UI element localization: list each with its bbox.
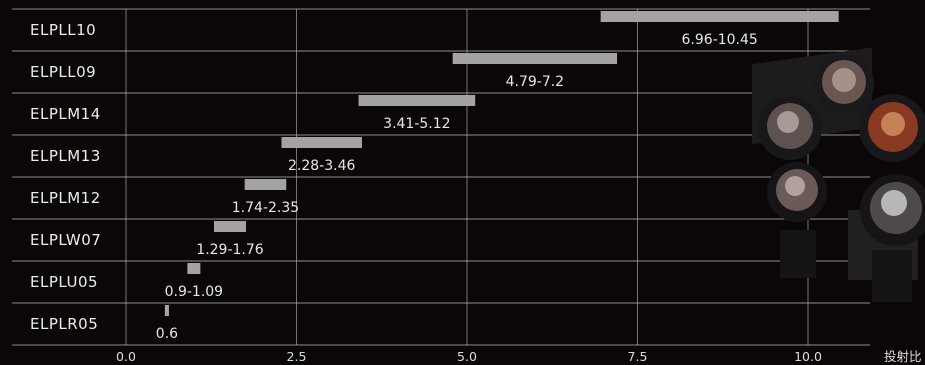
x-axis-ticks: 0.0 2.5 5.0 7.5 10.0 <box>116 349 822 364</box>
range-bar <box>187 263 201 274</box>
x-tick-label: 5.0 <box>457 349 477 364</box>
range-bar <box>244 179 287 190</box>
range-bars: 6.96-10.45 4.79-7.2 3.41-5.12 2.28-3.46 1.74… <box>156 11 839 342</box>
range-label: 2.28-3.46 <box>288 158 355 174</box>
category-label: ELPLL10 <box>30 21 96 39</box>
range-label: 4.79-7.2 <box>506 74 565 90</box>
category-label: ELPLM12 <box>30 189 101 207</box>
grid-lines <box>12 8 870 346</box>
category-label: ELPLR05 <box>30 315 98 333</box>
range-label: 0.6 <box>156 326 178 342</box>
category-label: ELPLM13 <box>30 147 101 165</box>
range-bar <box>600 11 839 22</box>
range-bar <box>281 137 362 148</box>
range-bar <box>358 95 476 106</box>
x-tick-label: 0.0 <box>116 349 136 364</box>
range-label: 6.96-10.45 <box>682 32 758 48</box>
projector-lens-photo <box>752 47 925 302</box>
category-labels: ELPLL10 ELPLL09 ELPLM14 ELPLM13 ELPLM12 ELPLW… <box>30 21 101 333</box>
range-bar <box>452 53 618 64</box>
range-bar <box>213 221 247 232</box>
x-tick-label: 7.5 <box>628 349 648 364</box>
category-label: ELPLL09 <box>30 63 96 81</box>
category-label: ELPLU05 <box>30 273 98 291</box>
range-label: 0.9-1.09 <box>165 284 224 300</box>
range-label: 1.29-1.76 <box>196 242 263 258</box>
x-axis-title: 投射比 <box>884 349 922 364</box>
category-label: ELPLW07 <box>30 231 101 249</box>
x-tick-label: 2.5 <box>287 349 307 364</box>
range-label: 3.41-5.12 <box>383 116 450 132</box>
x-tick-label: 10.0 <box>794 349 822 364</box>
range-label: 1.74-2.35 <box>232 200 299 216</box>
range-bar <box>164 305 169 316</box>
category-label: ELPLM14 <box>30 105 101 123</box>
